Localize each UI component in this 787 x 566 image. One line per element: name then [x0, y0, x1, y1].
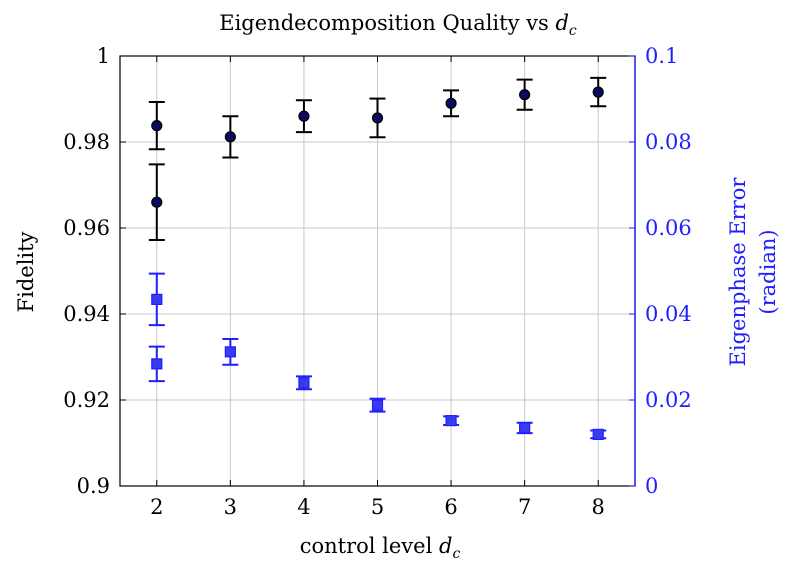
- circle-marker: [151, 196, 163, 208]
- y2-tick-label: 0.1: [645, 44, 678, 68]
- circle-marker: [519, 89, 531, 101]
- eigenphase-error-point: [148, 345, 165, 383]
- y-tick-label: 0.98: [63, 130, 110, 154]
- eigenphase-error-point: [516, 421, 533, 435]
- y-tick-label: 0.94: [63, 302, 110, 326]
- y2-tick-label: 0.02: [645, 388, 692, 412]
- y-axis-label: Fidelity: [14, 231, 38, 312]
- fidelity-point: [516, 78, 533, 111]
- square-marker: [592, 428, 604, 440]
- y2-tick-label: 0.06: [645, 216, 692, 240]
- x-axis-label: control level dc: [300, 534, 461, 562]
- circle-marker: [592, 86, 604, 98]
- fidelity-point: [222, 115, 239, 159]
- eigenphase-error-point: [443, 415, 460, 427]
- square-marker: [151, 293, 163, 305]
- circle-marker: [445, 97, 457, 109]
- circle-marker: [298, 110, 310, 122]
- x-tick-label: 3: [224, 495, 237, 519]
- ticks: 2 3 4 5 6 7 8 0.9 0.92 0.94 0.96 0.98 1 0 0.02 0.04 0.06…: [63, 44, 692, 519]
- circle-marker: [151, 120, 163, 132]
- square-marker: [224, 346, 236, 358]
- circle-marker: [371, 112, 384, 124]
- eigenphase-error-point: [590, 428, 607, 440]
- square-marker: [298, 377, 310, 389]
- eigenphase-error-point: [369, 397, 386, 413]
- circle-marker: [224, 131, 236, 143]
- fidelity-point: [369, 97, 386, 139]
- y-tick-label: 1: [97, 44, 110, 68]
- x-tick-label: 4: [297, 495, 310, 519]
- series-layer: [148, 76, 607, 440]
- fidelity-point: [148, 101, 165, 151]
- y2-axis-label: Eigenphase Error (radian): [726, 177, 780, 367]
- y-tick-label: 0.92: [63, 388, 110, 412]
- chart-title: Eigendecomposition Quality vs dc: [219, 11, 577, 39]
- x-tick-label: 7: [518, 495, 531, 519]
- y-tick-label: 0.9: [77, 474, 110, 498]
- fidelity-point: [443, 89, 460, 118]
- square-marker: [519, 422, 531, 434]
- square-marker: [445, 415, 457, 427]
- x-tick-label: 2: [150, 495, 163, 519]
- x-tick-label: 8: [592, 495, 605, 519]
- x-tick-label: 5: [371, 495, 384, 519]
- square-marker: [151, 358, 163, 370]
- y-tick-label: 0.96: [63, 216, 110, 240]
- square-marker: [371, 399, 384, 411]
- eigenphase-error-point: [222, 337, 239, 366]
- eigenphase-error-point: [295, 375, 312, 391]
- eigenphase-error-point: [148, 272, 165, 327]
- x-tick-label: 6: [444, 495, 457, 519]
- y2-tick-label: 0.04: [645, 302, 692, 326]
- fidelity-point: [295, 99, 312, 134]
- fidelity-point: [590, 76, 607, 108]
- y2-tick-label: 0.08: [645, 130, 692, 154]
- fidelity-point: [148, 163, 165, 242]
- y2-tick-label: 0: [645, 474, 658, 498]
